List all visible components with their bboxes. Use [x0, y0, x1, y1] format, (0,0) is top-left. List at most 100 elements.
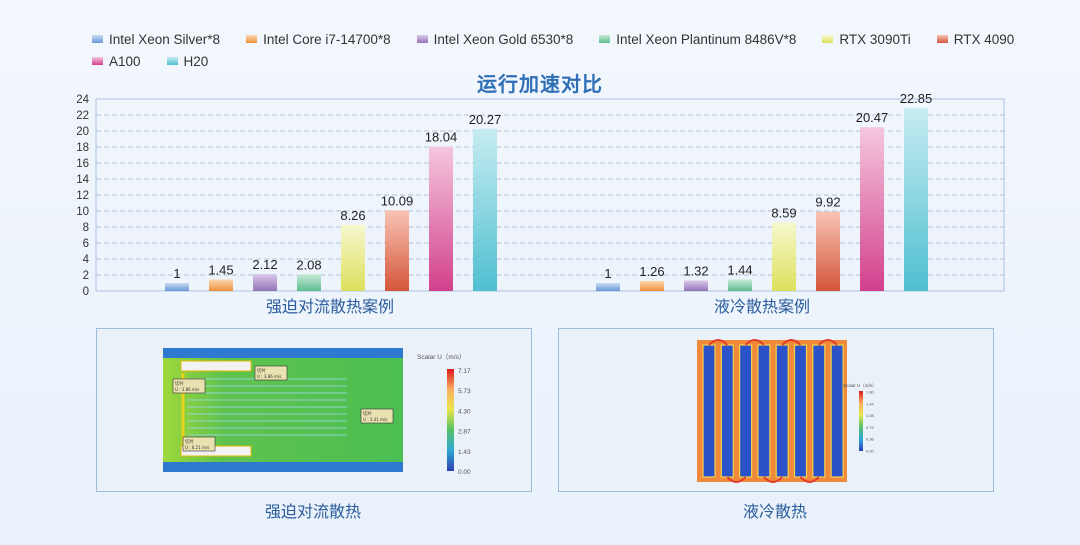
y-tick-label: 10 [76, 206, 89, 218]
legend-label: H20 [183, 53, 209, 69]
scale-tick-label: 0.00 [458, 469, 471, 476]
chart-title: 运行加速对比 [477, 72, 603, 96]
forced-convection-caption: 强迫对流散热 [264, 502, 361, 521]
bar [684, 280, 708, 291]
bar-value-label: 2.12 [252, 257, 277, 272]
y-tick-label: 2 [83, 270, 89, 282]
legend-label: RTX 4090 [953, 31, 1015, 47]
svg-text:切片: 切片 [175, 380, 184, 387]
legend-swatch [92, 57, 103, 65]
legend-swatch [936, 35, 948, 43]
cooling-channel [793, 344, 808, 478]
scale-tick-label: 0.00 [866, 449, 875, 454]
bar-value-label: 9.92 [815, 195, 840, 210]
legend-label: Intel Core i7-14700*8 [263, 31, 391, 47]
scale-tick-label: 1.08 [866, 413, 875, 418]
heat-source-bottom [180, 445, 252, 457]
bar-value-label: 1.32 [683, 263, 708, 278]
y-tick-label: 4 [83, 254, 90, 266]
group-label: 强迫对流散热案例 [266, 297, 394, 316]
bar [385, 210, 409, 291]
bar [816, 211, 840, 291]
cooling-channel [830, 344, 844, 478]
legend-item: Intel Xeon Silver*8 [92, 30, 220, 48]
channel-bend [726, 476, 747, 483]
y-tick-label: 22 [76, 110, 89, 122]
svg-text:U : 6.21 m/s: U : 6.21 m/s [185, 445, 209, 450]
legend-swatch [599, 35, 611, 43]
bar-value-label: 2.08 [296, 257, 321, 272]
scale-tick-label: 2.87 [458, 429, 471, 436]
bar-value-label: 1.45 [208, 262, 233, 277]
scale-tick-label: 1.44 [866, 401, 875, 406]
bar-value-label: 1 [604, 266, 611, 281]
legend-item: RTX 3090Ti [822, 30, 911, 48]
y-tick-label: 16 [76, 158, 89, 170]
bar [904, 108, 928, 291]
scale-tick-label: 7.17 [458, 368, 471, 375]
bar [860, 127, 884, 292]
y-tick-label: 18 [76, 142, 89, 154]
chart-legend: Intel Xeon Silver*8 Intel Core i7-14700*8… [92, 30, 1022, 70]
bar-value-label: 1.44 [727, 262, 752, 277]
svg-text:U : 3.41 m/s: U : 3.41 m/s [363, 417, 387, 422]
cooling-channel [739, 344, 753, 478]
group-label: 液冷散热案例 [714, 297, 810, 316]
legend-label: Intel Xeon Plantinum 8486V*8 [616, 31, 797, 47]
bar-value-label: 20.27 [469, 112, 502, 127]
scale-tick-label: 1.80 [866, 390, 875, 395]
bar [640, 280, 664, 291]
y-tick-label: 14 [76, 174, 89, 186]
bar [297, 274, 321, 291]
color-scale-bar [447, 369, 454, 471]
color-scale-bar-2 [859, 391, 863, 451]
svg-text:U : 3.86 m/s: U : 3.86 m/s [257, 374, 281, 379]
svg-text:U : 3.86 m/s: U : 3.86 m/s [175, 387, 199, 392]
heat-source-top [180, 360, 252, 372]
scale-tick-label: 0.36 [866, 437, 875, 442]
legend-swatch [246, 35, 258, 43]
y-tick-label: 20 [76, 126, 89, 138]
scale-title: Scalar U（m/s） [417, 353, 465, 361]
channel-bend [744, 339, 765, 346]
forced-convection-simulation-image: 切片 U : 3.86 m/s 切片 U : 3.86 m/s 切片 U : 6… [163, 348, 471, 476]
bar-value-label: 1.26 [639, 264, 664, 279]
channel-bend [799, 476, 820, 483]
cooling-channel [720, 344, 734, 478]
bar [209, 279, 233, 291]
y-tick-label: 8 [83, 222, 89, 234]
bar-value-label: 10.09 [381, 193, 414, 208]
channel-bend [763, 476, 783, 483]
scale-title-2: Scalar U（m/s） [843, 383, 877, 388]
forced-convection-panel: 切片 U : 3.86 m/s 切片 U : 3.86 m/s 切片 U : 6… [96, 328, 532, 492]
probe-label-1: 切片 U : 3.86 m/s [172, 378, 206, 394]
legend-item: RTX 4090 [936, 30, 1015, 48]
legend-item: H20 [166, 52, 209, 70]
bar [165, 283, 189, 291]
legend-item: Intel Xeon Plantinum 8486V*8 [599, 30, 796, 48]
legend-item: Intel Core i7-14700*8 [246, 30, 391, 48]
legend-label: Intel Xeon Gold 6530*8 [433, 31, 574, 47]
bar [596, 283, 620, 291]
svg-text:切片: 切片 [363, 410, 372, 417]
scale-tick-label: 1.43 [458, 449, 471, 456]
serpentine-channels [702, 339, 844, 483]
scale-tick-label: 0.72 [866, 425, 875, 430]
legend-label: RTX 3090Ti [839, 31, 911, 47]
probe-label-2: 切片 U : 3.86 m/s [254, 365, 288, 381]
y-tick-label: 0 [83, 286, 89, 298]
bar-value-label: 18.04 [425, 130, 458, 145]
bar [253, 274, 277, 291]
y-tick-label: 24 [76, 94, 89, 106]
bar-value-label: 22.85 [900, 91, 933, 106]
channel-bend [708, 339, 729, 346]
legend-swatch [822, 35, 834, 43]
bar-value-label: 8.26 [340, 208, 365, 223]
bar [728, 279, 752, 291]
legend-swatch [92, 35, 103, 43]
bar [772, 222, 796, 291]
legend-label: A100 [109, 53, 141, 69]
y-tick-label: 12 [76, 190, 89, 202]
scale-tick-label: 5.73 [458, 388, 471, 395]
